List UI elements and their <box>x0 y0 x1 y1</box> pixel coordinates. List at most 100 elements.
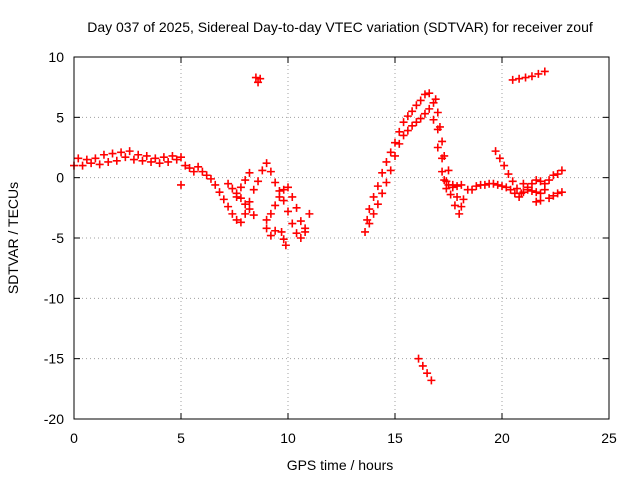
data-point <box>373 182 382 191</box>
data-point <box>254 177 263 186</box>
y-tick-label: -15 <box>44 351 64 367</box>
data-point <box>256 74 265 83</box>
plot-frame <box>73 56 610 420</box>
data-point <box>125 147 134 156</box>
data-point <box>472 182 481 191</box>
data-point <box>168 151 177 160</box>
data-point <box>435 122 444 131</box>
data-point <box>245 205 254 214</box>
data-point <box>266 167 275 176</box>
data-point <box>164 157 173 166</box>
data-point <box>515 74 524 83</box>
data-point <box>540 179 549 188</box>
data-point <box>177 153 185 162</box>
x-tick-label: 5 <box>177 430 185 446</box>
data-point <box>189 167 198 176</box>
data-point <box>236 183 245 192</box>
data-point <box>429 115 438 124</box>
data-point <box>228 209 237 218</box>
data-point <box>386 148 395 157</box>
data-point <box>284 207 292 216</box>
data-point <box>420 109 429 118</box>
tick-labels: 0 5 10 15 20 25 -20 -15 -10 -5 0 5 10 <box>44 49 617 446</box>
data-point <box>557 188 566 197</box>
data-point <box>425 104 434 113</box>
data-point <box>549 191 558 200</box>
data-point <box>292 203 301 212</box>
y-tick-label: 10 <box>48 49 64 65</box>
data-point <box>502 183 511 192</box>
data-point <box>448 183 457 192</box>
data-point <box>416 96 425 105</box>
data-point <box>159 153 168 162</box>
data-point <box>373 200 382 209</box>
data-point <box>391 151 399 160</box>
data-point <box>414 354 423 363</box>
data-point <box>228 184 237 193</box>
data-point <box>258 166 267 175</box>
data-point <box>403 112 412 121</box>
x-tick-label: 25 <box>601 430 617 446</box>
data-point <box>532 197 541 206</box>
data-point <box>117 148 126 157</box>
data-point <box>224 202 233 211</box>
y-tick-label: 5 <box>56 109 64 125</box>
data-point <box>369 209 378 218</box>
data-point <box>301 227 310 236</box>
data-point <box>517 189 526 198</box>
data-point <box>219 195 228 204</box>
data-point <box>403 126 412 135</box>
data-point <box>147 157 156 166</box>
data-point <box>288 192 297 201</box>
data-point <box>545 176 554 185</box>
data-point <box>365 219 374 228</box>
data-point <box>266 209 275 218</box>
data-point <box>455 209 464 218</box>
data-point <box>536 177 545 186</box>
data-point <box>498 182 506 191</box>
data-point <box>399 131 408 140</box>
data-point <box>433 108 442 117</box>
data-point <box>489 179 498 188</box>
data-point <box>279 235 288 244</box>
data-point <box>245 197 254 206</box>
data-point <box>495 154 504 163</box>
data-point <box>553 170 562 179</box>
data-point <box>251 73 260 82</box>
data-point <box>271 226 280 235</box>
x-tick-label: 0 <box>70 430 78 446</box>
data-point <box>545 194 554 203</box>
x-tick-label: 20 <box>494 430 510 446</box>
data-point <box>480 180 489 189</box>
data-point <box>275 192 284 201</box>
data-point <box>382 157 391 166</box>
data-point <box>172 155 181 164</box>
data-point <box>288 219 297 228</box>
data-point <box>395 139 404 148</box>
data-point <box>365 205 374 214</box>
data-point <box>536 189 545 198</box>
data-point <box>279 196 288 205</box>
data-point <box>408 107 417 116</box>
data-point <box>508 177 517 186</box>
data-point <box>215 188 224 197</box>
data-point <box>284 183 292 192</box>
data-point <box>382 178 391 187</box>
data-point <box>142 151 151 160</box>
data-point <box>129 155 138 164</box>
data-point <box>262 224 271 233</box>
data-point <box>271 201 280 210</box>
data-point <box>194 162 203 171</box>
data-point <box>534 69 543 78</box>
data-point <box>262 159 271 168</box>
data-point <box>416 114 425 123</box>
data-point <box>527 179 536 188</box>
y-tick-label: 0 <box>56 170 64 186</box>
data-point <box>266 231 275 240</box>
data-point <box>361 227 370 236</box>
data-point <box>369 192 378 201</box>
data-point <box>508 75 517 84</box>
data-point <box>232 192 241 201</box>
